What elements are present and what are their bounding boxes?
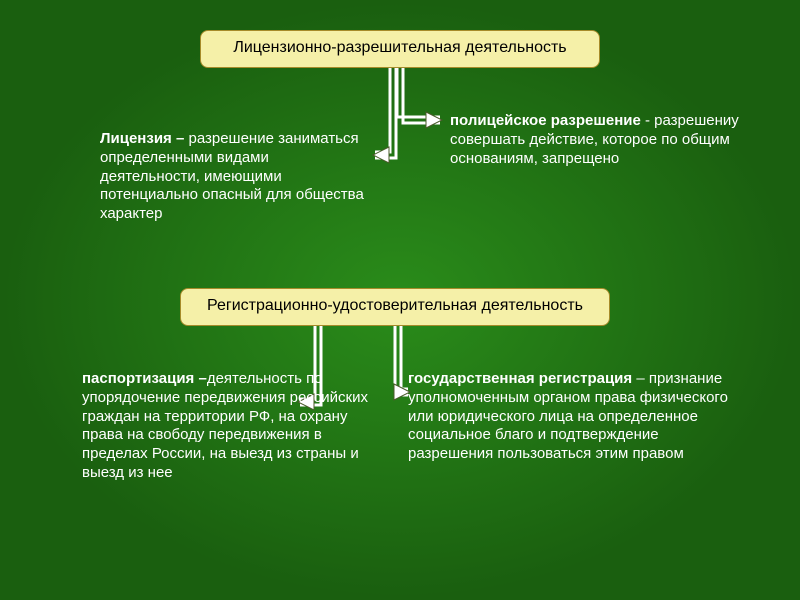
section1-header-text: Лицензионно-разрешительная деятельность xyxy=(233,39,566,56)
section1-left-text: Лицензия – разрешение заниматься определ… xyxy=(100,130,370,224)
section2-right-bold: государственная регистрация xyxy=(408,370,632,387)
section1-right-text: полицейское разрешение - разрешениу сове… xyxy=(450,112,750,168)
section1-right-bold: полицейское разрешение xyxy=(450,112,641,129)
section2-header: Регистрационно-удостоверительная деятель… xyxy=(180,288,610,326)
section2-right-text: государственная регистрация – признание … xyxy=(408,370,728,464)
section2-header-text: Регистрационно-удостоверительная деятель… xyxy=(207,297,583,314)
section1-header: Лицензионно-разрешительная деятельность xyxy=(200,30,600,68)
section2-left-bold: паспортизация – xyxy=(82,370,207,387)
section2-left-text: паспортизация –деятельность по упорядоче… xyxy=(82,370,372,483)
section1-left-bold: Лицензия – xyxy=(100,130,184,147)
